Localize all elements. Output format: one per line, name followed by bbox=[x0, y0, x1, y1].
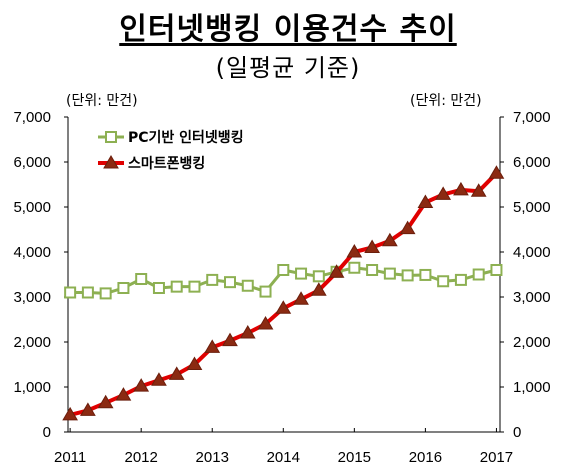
smartphone-banking-point bbox=[310, 282, 327, 296]
pc-banking-point bbox=[383, 267, 396, 280]
legend-smartphone-label: 스마트폰뱅킹 bbox=[128, 155, 205, 172]
pc-banking-point bbox=[454, 273, 467, 286]
smartphone-banking-point bbox=[275, 300, 292, 314]
pc-banking-point bbox=[401, 269, 414, 282]
smartphone-banking-point bbox=[293, 291, 309, 305]
x-tick-label: 2013 bbox=[196, 449, 229, 466]
y-tick-label-right: 1,000 bbox=[513, 379, 551, 396]
smartphone-banking-point bbox=[133, 378, 150, 392]
legend-pc-label: PC기반 인터넷뱅킹 bbox=[128, 129, 244, 146]
smartphone-banking-point bbox=[488, 165, 505, 179]
smartphone-banking-line bbox=[69, 171, 498, 417]
smartphone-banking-point bbox=[453, 181, 469, 196]
x-tick-label: 2014 bbox=[267, 449, 300, 466]
legend-square-marker bbox=[105, 131, 117, 143]
pc-banking-point bbox=[170, 280, 183, 293]
pc-banking-point bbox=[437, 275, 450, 288]
pc-banking-point bbox=[188, 280, 201, 293]
pc-banking-point bbox=[259, 285, 272, 298]
smartphone-banking-point bbox=[115, 387, 132, 401]
smartphone-banking-point bbox=[204, 339, 221, 353]
x-tick-label: 2012 bbox=[124, 449, 157, 466]
y-tick-label-right: 7,000 bbox=[513, 109, 551, 126]
pc-banking-point bbox=[241, 279, 254, 292]
pc-banking-point bbox=[366, 264, 379, 276]
pc-banking-point bbox=[135, 273, 148, 285]
smartphone-banking-point bbox=[328, 264, 345, 278]
smartphone-banking-point bbox=[222, 332, 238, 347]
y-tick-label-right: 4,000 bbox=[513, 244, 551, 261]
pc-banking-point bbox=[348, 261, 361, 274]
smartphone-banking-point bbox=[186, 356, 203, 370]
pc-banking-point bbox=[312, 270, 325, 283]
smartphone-banking-point bbox=[62, 406, 79, 421]
right-unit-label: (단위: 만건) bbox=[410, 93, 482, 109]
y-tick-label-left: 3,000 bbox=[13, 289, 51, 306]
pc-banking-point bbox=[81, 286, 94, 299]
y-tick-label-left: 1,000 bbox=[13, 379, 51, 396]
smartphone-banking-point bbox=[435, 186, 452, 200]
pc-banking-point bbox=[224, 276, 236, 289]
pc-banking-point bbox=[117, 282, 130, 294]
smartphone-banking-point bbox=[381, 232, 398, 247]
chart-subtitle: (일평균 기준) bbox=[215, 54, 361, 82]
x-tick-label: 2017 bbox=[480, 449, 513, 466]
smartphone-banking-point bbox=[399, 220, 416, 235]
x-tick-label: 2011 bbox=[54, 449, 86, 466]
smartphone-banking-point bbox=[239, 325, 256, 339]
smartphone-banking-point bbox=[97, 394, 114, 409]
smartphone-banking-point bbox=[346, 244, 363, 258]
pc-banking-point bbox=[206, 273, 219, 286]
y-tick-label-left: 7,000 bbox=[13, 109, 51, 126]
y-tick-label-left: 4,000 bbox=[13, 244, 51, 261]
y-tick-label-right: 2,000 bbox=[513, 334, 551, 351]
smartphone-banking-point bbox=[364, 239, 380, 253]
legend-triangle-marker bbox=[103, 155, 119, 169]
x-tick-label: 2016 bbox=[409, 449, 442, 466]
pc-banking-point bbox=[295, 267, 308, 280]
x-tick-label: 2015 bbox=[338, 449, 371, 466]
y-tick-label-right: 3,000 bbox=[513, 289, 551, 306]
y-tick-label-left: 5,000 bbox=[13, 199, 51, 216]
y-tick-label-left: 2,000 bbox=[13, 334, 51, 351]
chart-title: 인터넷뱅킹 이용건수 추이 bbox=[119, 12, 457, 47]
pc-banking-point bbox=[277, 264, 290, 276]
pc-banking-point bbox=[64, 286, 77, 299]
left-unit-label: (단위: 만건) bbox=[66, 93, 138, 109]
y-tick-label-left: 6,000 bbox=[13, 154, 51, 171]
pc-banking-point bbox=[419, 268, 432, 281]
pc-banking-point bbox=[152, 282, 165, 294]
y-tick-label-right: 6,000 bbox=[513, 154, 551, 171]
smartphone-banking-point bbox=[470, 183, 487, 197]
smartphone-banking-point bbox=[168, 366, 185, 380]
smartphone-banking-point bbox=[257, 316, 274, 330]
pc-banking-point bbox=[490, 264, 503, 276]
y-tick-label-left: 0 bbox=[43, 424, 51, 441]
smartphone-banking-point bbox=[80, 402, 96, 416]
smartphone-banking-point bbox=[417, 194, 434, 208]
y-tick-label-right: 0 bbox=[513, 424, 521, 441]
y-tick-label-right: 5,000 bbox=[513, 199, 551, 216]
pc-banking-point bbox=[99, 287, 112, 300]
smartphone-banking-point bbox=[151, 372, 167, 386]
pc-banking-point bbox=[472, 268, 485, 281]
